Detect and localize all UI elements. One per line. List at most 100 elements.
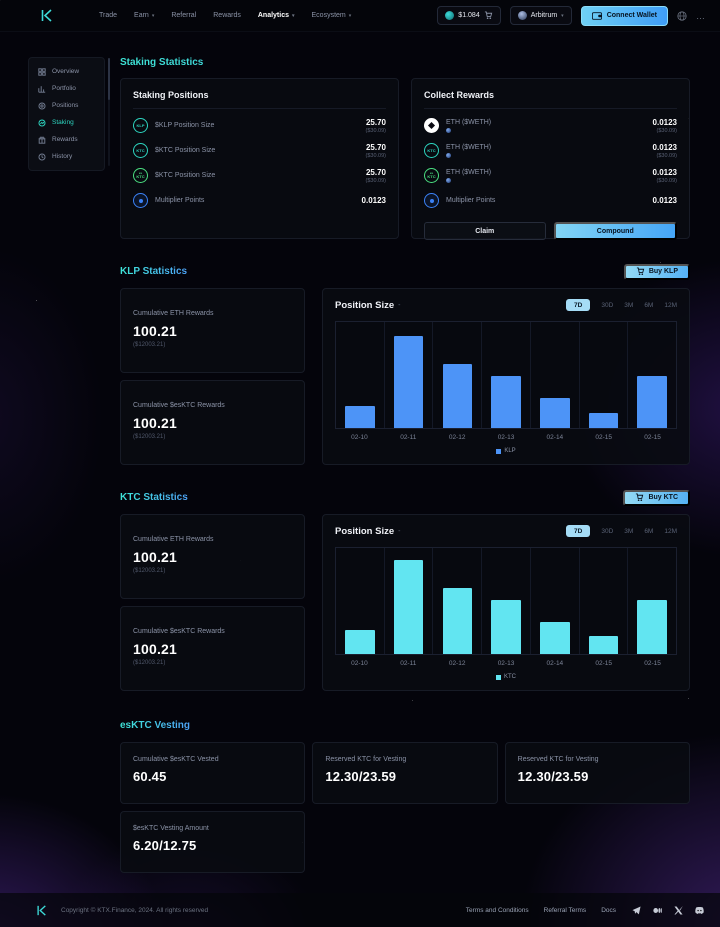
docs-link[interactable]: Docs [601, 906, 616, 914]
sidebar-item-history[interactable]: History [29, 148, 104, 165]
buy-ktc-button[interactable]: Buy KTC [623, 489, 690, 506]
x-tick-label: 02-14 [546, 660, 564, 667]
nav-item-rewards[interactable]: Rewards [213, 12, 241, 19]
multiplier-points-icon [133, 193, 148, 208]
bar [491, 599, 521, 654]
nav-item-trade[interactable]: Trade [99, 12, 117, 19]
range-tab-30d[interactable]: 30D [601, 527, 614, 535]
terms-and-conditions-link[interactable]: Terms and Conditions [465, 906, 529, 914]
section-heading-klp-statistics: KLP Statistics [120, 266, 188, 277]
row-value: 0.0123 [652, 196, 677, 205]
table-row: KTC ETH ($WETH) 0.0123 ($30.09) [424, 138, 677, 163]
legend-label: KTC [504, 674, 516, 680]
card-title: Collect Rewards [424, 90, 677, 109]
row-value: 0.0123 [361, 196, 386, 205]
token-price-pill[interactable]: $1.084 [437, 6, 501, 25]
scrollbar-thumb[interactable] [108, 58, 110, 100]
sidebar-item-portfolio[interactable]: Portfolio [29, 80, 104, 97]
telegram-icon[interactable] [632, 905, 641, 915]
range-tab-30d[interactable]: 30D [601, 301, 614, 309]
sidebar-item-rewards[interactable]: Rewards [29, 131, 104, 148]
connect-wallet-button[interactable]: Connect Wallet [580, 5, 668, 26]
nav-label: Trade [99, 12, 118, 19]
medium-icon[interactable] [653, 906, 662, 915]
x-tick-label: 02-14 [546, 434, 564, 441]
row-label: Multiplier Points [446, 197, 496, 204]
stat-value: 60.45 [133, 769, 167, 784]
sidebar-item-positions[interactable]: Positions [29, 97, 104, 114]
range-tab-7d[interactable]: 7D [566, 525, 591, 537]
arbitrum-network-icon [517, 11, 527, 20]
sidebar-item-overview[interactable]: Overview [29, 63, 104, 80]
x-tick-label: 02-11 [400, 434, 417, 441]
x-twitter-icon[interactable] [674, 905, 683, 915]
stat-label: Cumulative $esKTC Vested [133, 756, 219, 763]
vest-card-cumulative-vested: Cumulative $esKTC Vested 60.45 [120, 742, 306, 804]
klp-stats-row: Cumulative ETH Rewards 100.21 ($12003.21… [120, 288, 690, 465]
range-tab-12m[interactable]: 12M [664, 301, 677, 309]
sidebar-scrollbar[interactable] [108, 58, 110, 166]
stat-value: 100.21 [133, 323, 178, 339]
nav-item-analytics[interactable]: Analytics [258, 12, 295, 19]
vest-card-reserved-ktc: Reserved KTC for Vesting 12.30/23.59 [504, 742, 690, 804]
range-tab-7d[interactable]: 7D [566, 299, 591, 311]
row-label: ETH ($WETH) [446, 168, 492, 176]
chevron-down-icon [561, 12, 564, 19]
bar [588, 635, 619, 654]
compound-button[interactable]: Compound [553, 222, 677, 240]
chart-slot [580, 548, 629, 654]
x-tick-label: 02-11 [400, 660, 417, 667]
nav-label: Ecosystem [311, 12, 346, 19]
bar [539, 622, 570, 654]
referral-terms-link[interactable]: Referral Terms [543, 906, 587, 914]
sidebar-item-staking[interactable]: Staking [29, 114, 104, 131]
staking-coin-icon [38, 118, 46, 127]
nav-item-ecosystem[interactable]: Ecosystem [312, 12, 352, 19]
cart-icon [484, 11, 492, 20]
row-label: $KTC Position Size [155, 172, 216, 179]
range-tab-6m[interactable]: 6M [644, 301, 654, 309]
collect-rewards-rows: ETH ($WETH) 0.0123 ($30.09) KTC ETH ($WET… [424, 113, 677, 213]
stat-value: 12.30/23.59 [517, 769, 589, 784]
x-tick-label: 02-12 [448, 434, 466, 441]
bar [637, 376, 667, 428]
chart-slot [628, 322, 676, 428]
range-tab-6m[interactable]: 6M [644, 527, 654, 535]
wallet-icon [591, 11, 602, 20]
legend-label: KLP [504, 448, 516, 454]
primary-nav: Trade Earn Referral Rewards Analytics Ec… [99, 12, 351, 19]
buy-klp-button[interactable]: Buy KLP [623, 263, 690, 280]
chevron-down-icon [292, 12, 295, 19]
footer-logo-icon [36, 904, 47, 916]
sidebar-item-label: Rewards [52, 136, 78, 143]
stat-card-cumulative-eth-rewards: Cumulative ETH Rewards 100.21 ($12003.21… [120, 514, 305, 599]
discord-icon[interactable] [695, 906, 704, 915]
x-tick-label: 02-13 [497, 434, 515, 441]
legend-swatch [496, 448, 502, 454]
stat-usd-value: ($12003.21) [133, 660, 166, 666]
gift-icon [38, 136, 46, 144]
claim-button[interactable]: Claim [424, 222, 546, 240]
stat-value: 100.21 [133, 415, 178, 431]
nav-item-referral[interactable]: Referral [171, 12, 196, 19]
chart-x-labels: 02-10 02-11 02-12 02-13 02-14 02-15 02-15 [335, 660, 677, 667]
range-tab-3m[interactable]: 3M [624, 301, 634, 309]
bar [637, 599, 667, 654]
ktc-position-size-chart-card: Position Size - 7D 30D 3M 6M 12M 02-10 02-11 0… [322, 514, 690, 691]
language-globe-icon[interactable] [677, 10, 687, 21]
chart-slot [336, 548, 385, 654]
chart-header: Position Size - 7D 30D 3M 6M 12M [335, 299, 677, 311]
range-tab-3m[interactable]: 3M [624, 527, 634, 535]
range-tab-12m[interactable]: 12M [664, 527, 677, 535]
chart-plot [335, 547, 677, 655]
bar [491, 376, 521, 428]
table-row: KLP $KLP Position Size 25.70 ($30.09) [133, 113, 386, 138]
chart-legend: KLP [335, 448, 677, 454]
brand-logo-icon[interactable] [40, 9, 53, 22]
more-menu-icon[interactable]: … [696, 10, 706, 21]
row-label: ETH ($WETH) [446, 118, 492, 126]
table-row: Multiplier Points 0.0123 [133, 188, 386, 213]
nav-item-earn[interactable]: Earn [134, 12, 154, 19]
chart-x-labels: 02-10 02-11 02-12 02-13 02-14 02-15 02-15 [335, 434, 677, 441]
network-selector[interactable]: Arbitrum [509, 6, 572, 25]
